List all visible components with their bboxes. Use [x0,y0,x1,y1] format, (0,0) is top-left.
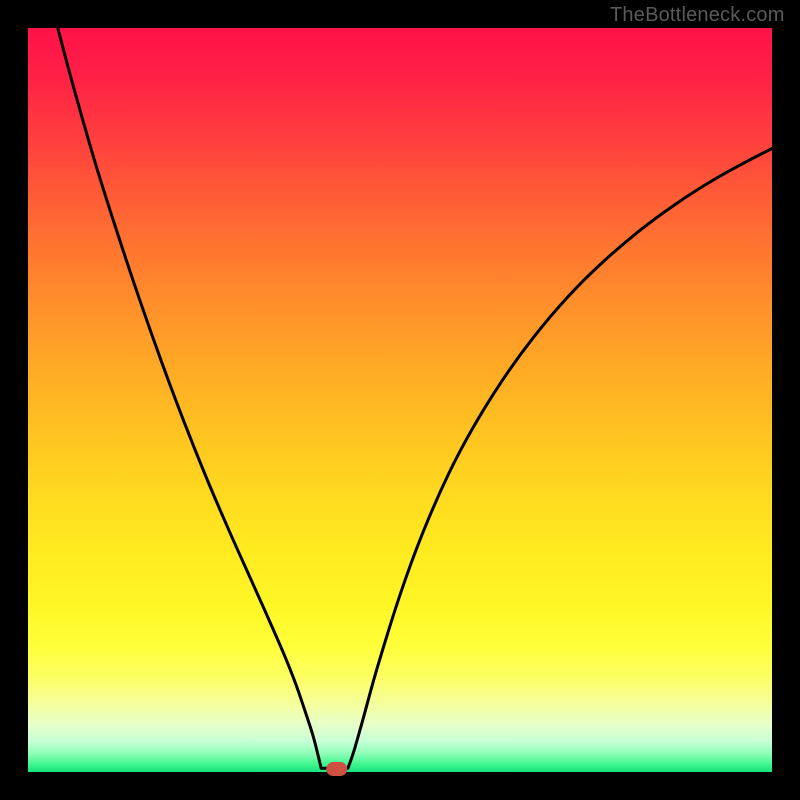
watermark-text: TheBottleneck.com [610,4,785,27]
gradient-background [28,28,772,772]
bottleneck-chart [0,0,800,800]
optimal-point-marker [326,762,347,776]
